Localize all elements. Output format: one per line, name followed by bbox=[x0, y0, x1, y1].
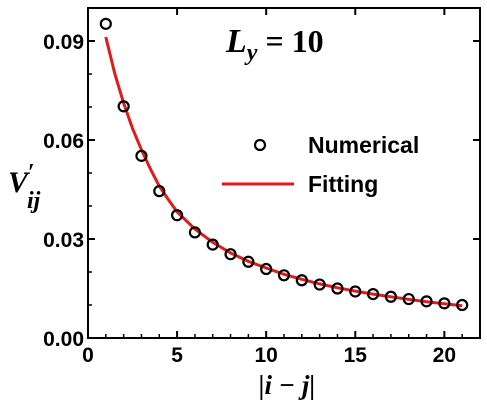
data-point bbox=[420, 295, 433, 308]
annotation: Ly = 10 bbox=[225, 23, 324, 66]
y-axis-title-subscript: ij bbox=[27, 188, 41, 214]
x-tick-label: 15 bbox=[344, 344, 368, 367]
data-point bbox=[260, 262, 273, 276]
x-tick-label: 5 bbox=[171, 344, 183, 367]
data-point bbox=[402, 292, 415, 306]
data-point bbox=[313, 278, 326, 291]
legend: Numerical Fitting bbox=[222, 132, 419, 197]
y-tick-label: 0.00 bbox=[43, 328, 84, 351]
x-tick-label: 10 bbox=[255, 344, 278, 367]
data-point bbox=[456, 298, 469, 312]
data-point bbox=[117, 100, 130, 113]
annotation-rest: = 10 bbox=[257, 23, 323, 59]
y-tick-label: 0.09 bbox=[43, 31, 84, 54]
data-point bbox=[135, 149, 148, 162]
x-tick-label: 20 bbox=[433, 344, 456, 367]
y-tick-label: 0.03 bbox=[43, 229, 84, 252]
data-point bbox=[277, 269, 291, 282]
y-tick-label: 0.06 bbox=[43, 130, 84, 153]
annotation-sub: y bbox=[244, 40, 258, 66]
data-point bbox=[295, 274, 308, 287]
data-point bbox=[153, 185, 166, 198]
data-point bbox=[206, 238, 219, 251]
legend-label-fitting: Fitting bbox=[308, 171, 378, 197]
data-point bbox=[438, 297, 451, 310]
x-tick-label: 0 bbox=[82, 344, 94, 367]
data-point bbox=[349, 285, 362, 298]
data-point bbox=[366, 288, 380, 301]
data-point bbox=[384, 290, 398, 303]
annotation-main: L bbox=[225, 23, 247, 60]
data-point bbox=[331, 282, 344, 295]
y-axis-title: V′ bbox=[8, 160, 35, 199]
data-point bbox=[242, 255, 255, 268]
fitting-line bbox=[104, 36, 463, 308]
data-point bbox=[170, 209, 184, 222]
data-point bbox=[188, 226, 202, 239]
plot-area: 0 5 10 15 20 0.00 0.03 0.06 0.09 bbox=[43, 7, 481, 367]
data-point bbox=[224, 248, 237, 261]
data-point bbox=[99, 17, 112, 30]
legend-label-numerical: Numerical bbox=[308, 132, 419, 158]
x-axis-title: |i − j| bbox=[259, 370, 316, 400]
y-axis-title-main: V bbox=[8, 166, 31, 199]
y-axis-title-prime: ′ bbox=[28, 160, 35, 186]
legend-marker-numerical bbox=[253, 138, 267, 152]
